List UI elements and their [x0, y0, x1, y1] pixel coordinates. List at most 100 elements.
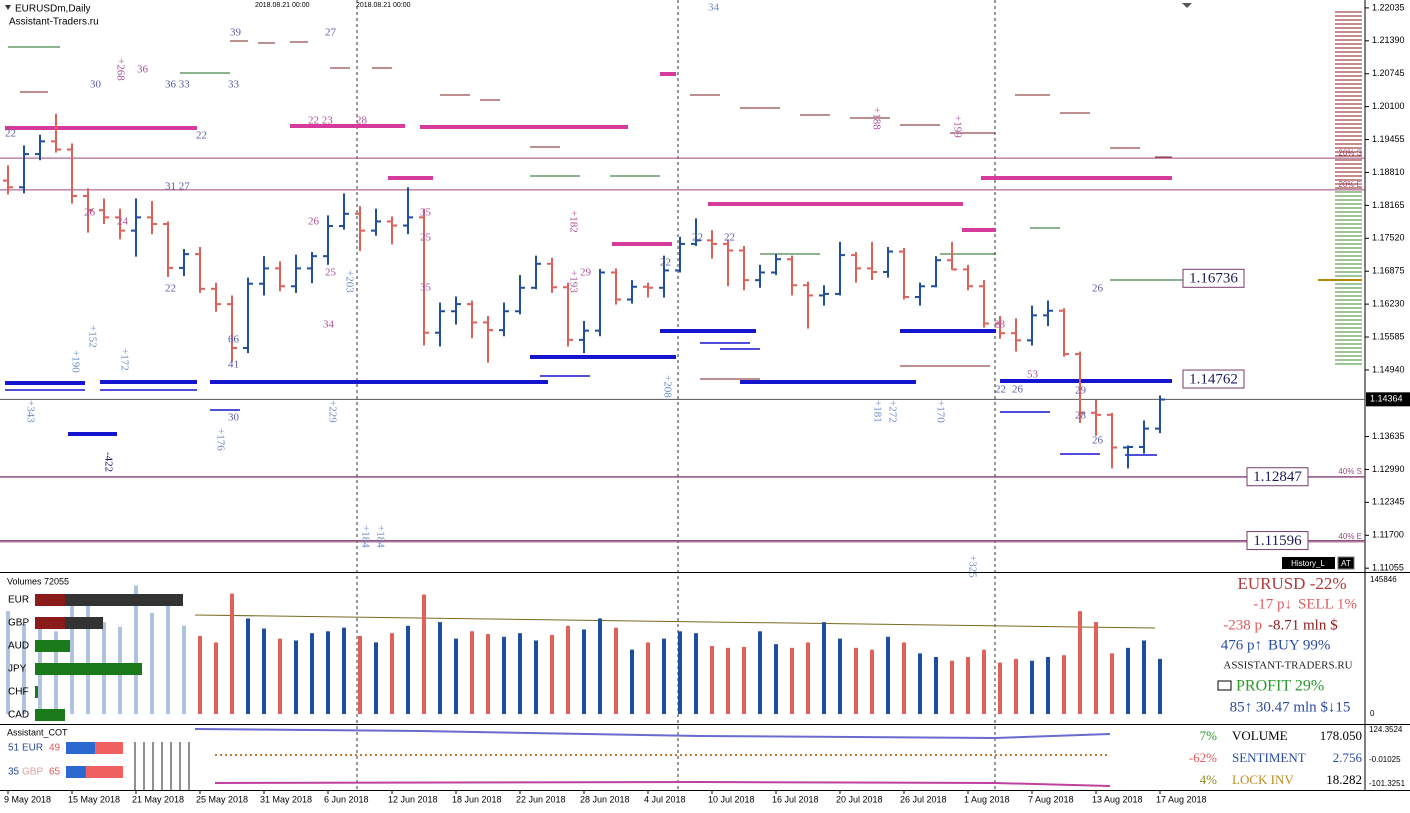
y-tick-label: 1.20745	[1372, 68, 1405, 78]
cot-stat: SENTIMENT	[1232, 750, 1306, 765]
annotation: 36	[137, 64, 149, 76]
info-text: PROFIT 29%	[1236, 678, 1324, 695]
annotation: +190	[69, 350, 81, 373]
cot-short: 49	[49, 743, 61, 754]
annotation: 28	[1075, 410, 1087, 422]
volume-bar	[1142, 640, 1146, 714]
volume-bar	[998, 662, 1002, 714]
symbol-icon	[5, 5, 11, 10]
info-text: 85↑ 30.47 mln $↓15	[1230, 699, 1351, 715]
volume-bar	[470, 631, 474, 714]
volume-bar	[806, 642, 810, 714]
volume-bar	[406, 625, 410, 714]
cot-name: GBP	[22, 767, 43, 778]
panel-title: Volumes 72055	[7, 576, 69, 586]
annotation: 34	[323, 319, 335, 331]
strength-bar	[35, 640, 70, 652]
info-text: SELL 1%	[1298, 596, 1357, 612]
cot-stat: 18.282	[1326, 772, 1362, 787]
annotation: 26	[1012, 384, 1024, 396]
volume-bar	[1078, 611, 1082, 714]
volume-bar	[198, 635, 202, 714]
y-tick-label: 1.14940	[1372, 364, 1405, 374]
volume-bar	[422, 594, 426, 714]
strength-bar	[35, 663, 142, 675]
currency-label: AUD	[8, 641, 29, 652]
annotation: +208	[661, 375, 673, 398]
annotation: 25	[420, 232, 432, 244]
y-tick-label: 1.12990	[1372, 464, 1405, 474]
cot-long: 51	[8, 743, 20, 754]
annotation: 22	[5, 128, 16, 140]
x-tick-label: 9 May 2018	[4, 794, 51, 804]
currency-label: CHF	[8, 687, 29, 698]
annotation: 35	[420, 282, 432, 294]
annotation: 34	[708, 2, 720, 14]
volume-bar	[694, 633, 698, 714]
annotation: 41	[228, 359, 239, 371]
annotation: 26	[308, 216, 320, 228]
volume-bar	[550, 634, 554, 714]
annotation: -422	[102, 452, 114, 472]
current-price-box	[1366, 392, 1410, 407]
price-label-box	[1246, 531, 1309, 551]
volume-bar	[918, 653, 922, 714]
annotation: +268	[114, 58, 126, 81]
annotation: 30	[228, 412, 240, 424]
volume-bar	[822, 622, 826, 714]
x-tick-label: 1 Aug 2018	[964, 794, 1010, 804]
currency-stub	[35, 594, 65, 606]
annotation: 22	[995, 384, 1006, 396]
volume-bar	[518, 633, 522, 714]
annotation: 22	[660, 257, 671, 269]
x-tick-label: 4 Jul 2018	[644, 794, 686, 804]
y-tick-label: 1.11055	[1372, 563, 1404, 573]
y-tick-label: 1.16230	[1372, 298, 1405, 308]
volume-bar	[326, 631, 330, 714]
site-label: Assistant-Traders.ru	[9, 17, 99, 28]
annotation: +343	[24, 400, 36, 423]
annotation: +181	[871, 400, 883, 423]
y-tick-label: 1.11700	[1372, 530, 1404, 540]
strength-bar	[65, 617, 103, 629]
volume-bar	[278, 638, 282, 714]
y-tick-label: 0	[1370, 709, 1375, 718]
y-tick-label: 1.15585	[1372, 331, 1405, 341]
cot-long-bar	[66, 742, 96, 754]
x-tick-label: 15 May 2018	[68, 794, 120, 804]
x-tick-label: 12 Jun 2018	[388, 794, 438, 804]
volume-bar	[6, 611, 10, 714]
zone-label: 40% E	[1338, 532, 1362, 541]
cot-short-bar	[85, 766, 123, 778]
volume-bar	[486, 634, 490, 714]
volume-bar	[1094, 622, 1098, 714]
currency-stub	[35, 617, 65, 629]
badge-label: AT	[1341, 559, 1351, 568]
annotation: 22	[724, 232, 735, 244]
volume-bar	[166, 596, 170, 714]
y-tick-label: 1.18165	[1372, 200, 1405, 210]
annotation: 35	[420, 207, 432, 219]
volume-bar	[342, 627, 346, 714]
zone-label: 40% S	[1338, 467, 1362, 476]
volume-bar	[598, 618, 602, 714]
annotation: 22	[196, 130, 207, 142]
volume-bar	[310, 633, 314, 714]
volume-bar	[886, 636, 890, 714]
volume-bar	[182, 625, 186, 714]
cot-long-bar	[66, 766, 86, 778]
volume-bar	[294, 640, 298, 714]
cot-line	[214, 780, 1111, 787]
annotation: 28	[356, 115, 368, 127]
price-label-box	[1182, 268, 1245, 288]
volume-bar	[1126, 647, 1130, 714]
y-tick-label: 1.19455	[1372, 134, 1405, 144]
volume-bar	[230, 593, 234, 714]
x-tick-label: 22 Jun 2018	[516, 794, 566, 804]
annotation: +184	[374, 525, 386, 548]
annotation: +229	[326, 400, 338, 423]
strength-bar	[35, 709, 65, 721]
volume-bar	[982, 649, 986, 714]
x-tick-label: 16 Jul 2018	[772, 794, 819, 804]
y-tick-label: 1.16875	[1372, 266, 1405, 276]
